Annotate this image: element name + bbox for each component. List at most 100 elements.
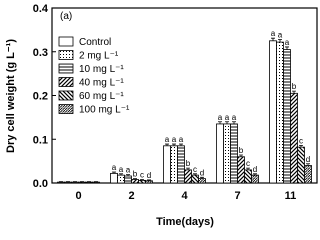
- bar: [110, 172, 118, 184]
- bar: [191, 174, 199, 184]
- significance-letter: a: [172, 135, 177, 144]
- y-tick-label: 0.4: [33, 3, 49, 15]
- x-tick-label: 11: [285, 190, 297, 202]
- error-bar: [299, 144, 303, 148]
- bar: [269, 40, 277, 184]
- x-axis-label: Time(days): [156, 216, 214, 228]
- error-bar: [140, 179, 144, 181]
- significance-letter: d: [253, 165, 257, 174]
- bar: [237, 156, 245, 184]
- legend-label: Control: [79, 37, 111, 48]
- error-bar: [253, 173, 257, 176]
- y-tick-label: 0.0: [33, 178, 48, 190]
- bar: [251, 174, 259, 184]
- bar: [163, 145, 171, 184]
- error-bar: [165, 143, 169, 146]
- bar: [78, 181, 86, 184]
- significance-letter: a: [126, 166, 131, 175]
- error-bar: [112, 171, 116, 174]
- x-tick-label: 7: [234, 190, 240, 202]
- bar: [244, 169, 252, 184]
- bar: [138, 179, 146, 184]
- bar: [131, 179, 139, 184]
- bar: [145, 180, 153, 184]
- significance-letter: b: [239, 146, 244, 155]
- significance-letter: c: [140, 171, 144, 180]
- legend-swatch: [58, 63, 74, 74]
- bar: [71, 181, 79, 184]
- significance-letter: a: [285, 38, 290, 47]
- bar: [230, 123, 238, 184]
- x-tick-label: 0: [75, 190, 81, 202]
- bar: [85, 181, 93, 184]
- significance-letter: a: [179, 135, 184, 144]
- bar: [64, 181, 72, 184]
- significance-letter: a: [165, 135, 170, 144]
- error-bar: [239, 154, 243, 157]
- legend-swatch: [58, 50, 74, 60]
- significance-letter: a: [278, 31, 283, 40]
- legend-label: 10 mg L⁻¹: [79, 64, 124, 75]
- error-bar: [225, 121, 229, 124]
- error-bar: [133, 178, 137, 180]
- significance-letter: d: [147, 171, 151, 180]
- error-bar: [186, 167, 190, 170]
- significance-letter: a: [271, 29, 276, 38]
- x-tick-label: 2: [128, 190, 134, 202]
- bar: [57, 181, 65, 184]
- legend-label: 100 mg L⁻¹: [79, 105, 130, 116]
- legend-label: 2 mg L⁻¹: [79, 51, 119, 62]
- significance-letter: b: [133, 170, 138, 179]
- y-tick-label: 0.1: [33, 134, 48, 146]
- bar: [216, 123, 224, 184]
- error-bar: [193, 173, 197, 176]
- error-bar: [285, 46, 289, 50]
- y-tick-label: 0.3: [33, 47, 48, 59]
- error-bar: [278, 39, 282, 43]
- bar: [304, 165, 312, 184]
- legend-swatch: [58, 104, 74, 114]
- bar: [170, 145, 178, 184]
- bar: [184, 169, 192, 184]
- bar: [124, 175, 132, 184]
- error-bar: [119, 173, 123, 176]
- bar: [177, 145, 185, 184]
- legend-label: 40 mg L⁻¹: [79, 78, 124, 89]
- significance-letter: a: [112, 163, 117, 172]
- error-bar: [232, 121, 236, 124]
- significance-letter: b: [292, 82, 297, 91]
- bar: [283, 49, 291, 184]
- error-bar: [179, 143, 183, 146]
- bar: [290, 92, 298, 184]
- bar: [198, 178, 206, 184]
- error-bar: [292, 90, 296, 94]
- significance-letter: c: [246, 159, 250, 168]
- error-bar: [306, 163, 310, 166]
- significance-letter: b: [186, 159, 191, 168]
- legend-swatch: [58, 36, 74, 47]
- significance-letter: d: [200, 168, 204, 177]
- significance-letter: a: [218, 113, 223, 122]
- annotation: (a): [60, 11, 72, 22]
- bar: [117, 174, 125, 184]
- error-bar: [172, 143, 176, 146]
- error-bar: [126, 174, 130, 176]
- error-bar: [246, 167, 250, 170]
- error-bar: [200, 176, 204, 179]
- y-tick-label: 0.2: [33, 91, 48, 103]
- significance-letter: a: [119, 165, 124, 174]
- bar: [276, 41, 284, 184]
- error-bar: [218, 121, 222, 124]
- significance-letter: a: [225, 113, 230, 122]
- bar: [223, 123, 231, 184]
- bar: [92, 181, 100, 184]
- bar: [297, 146, 305, 184]
- y-axis-label: Dry cell weight (g L⁻¹): [5, 39, 17, 153]
- significance-letter: a: [232, 113, 237, 122]
- significance-letter: d: [306, 155, 310, 164]
- legend-swatch: [58, 90, 74, 101]
- x-tick-label: 4: [181, 190, 188, 202]
- error-bar: [147, 179, 151, 181]
- legend-swatch: [58, 77, 74, 87]
- legend-label: 60 mg L⁻¹: [79, 91, 124, 102]
